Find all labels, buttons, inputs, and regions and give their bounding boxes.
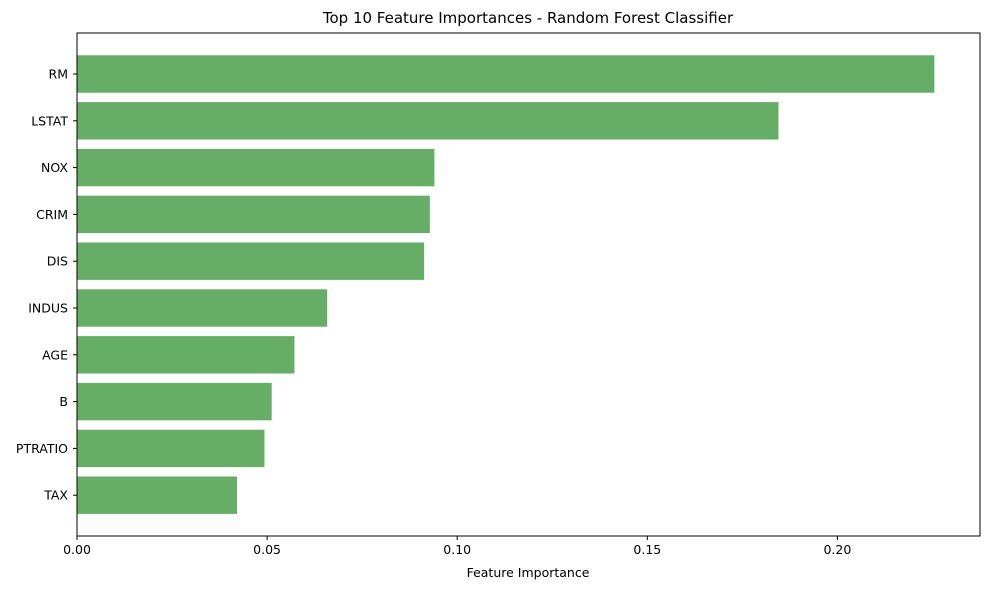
plot-frame [76, 32, 981, 537]
y-tick-label-rm: RM [49, 67, 68, 82]
y-tick-label-ptratio: PTRATIO [16, 441, 68, 456]
x-tick-label: 0.20 [823, 542, 851, 557]
x-tick-label: 0.05 [253, 542, 281, 557]
y-tick-label-b: B [59, 394, 68, 409]
bar-crim [77, 195, 430, 234]
bar-nox [77, 148, 435, 187]
y-tick-label-age: AGE [42, 347, 68, 362]
x-tick-label: 0.00 [63, 542, 91, 557]
bar-tax [77, 476, 238, 514]
bar-dis [77, 242, 425, 280]
bars-group [77, 55, 935, 514]
bar-indus [77, 289, 328, 327]
bar-ptratio [77, 429, 265, 468]
y-tick-label-indus: INDUS [28, 301, 68, 316]
x-tick-label: 0.15 [633, 542, 661, 557]
chart-title: Top 10 Feature Importances - Random Fore… [322, 9, 734, 27]
x-axis-label: Feature Importance [467, 565, 590, 580]
y-tick-label-tax: TAX [43, 488, 68, 503]
bar-b [77, 382, 272, 421]
x-axis-ticks: 0.00 0.05 0.10 0.15 0.20 [63, 536, 851, 557]
y-axis-ticks: RM LSTAT NOX CRIM DIS INDUS AGE B PTRATIO TAX [16, 67, 77, 503]
y-tick-label-dis: DIS [47, 254, 68, 269]
bar-rm [77, 55, 935, 93]
y-tick-label-nox: NOX [41, 160, 68, 175]
x-tick-label: 0.10 [443, 542, 471, 557]
bar-lstat [77, 102, 779, 140]
y-tick-label-crim: CRIM [36, 207, 68, 222]
bar-age [77, 336, 295, 374]
y-tick-label-lstat: LSTAT [31, 113, 68, 128]
